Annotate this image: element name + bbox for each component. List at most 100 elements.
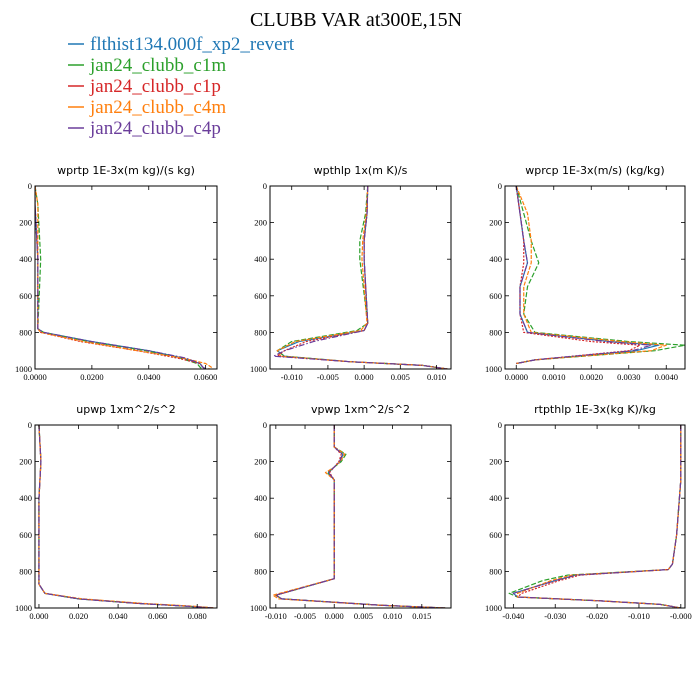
plot-frame	[504, 185, 686, 370]
x-tick-label: 0.0040	[655, 372, 678, 382]
series-line	[275, 425, 446, 608]
series-line	[38, 425, 216, 608]
legend-item: jan24_clubb_c4p	[68, 118, 221, 139]
y-tick-label: 200	[19, 457, 32, 467]
panel-1: wprtp 1E-3x(m kg)/(s kg) 0 200 400 600 800 100…	[15, 164, 218, 382]
series-line	[275, 425, 446, 608]
x-tick-label: 0.000	[355, 372, 374, 382]
series-line	[38, 425, 214, 608]
y-tick-label: 600	[254, 291, 267, 301]
series-group	[515, 186, 685, 365]
series-line	[35, 186, 204, 369]
series-line	[275, 425, 446, 608]
y-tick-label: 200	[489, 457, 502, 467]
series-line	[38, 425, 214, 608]
y-tick-label: 400	[254, 254, 267, 264]
x-tick-label: -0.010	[265, 611, 287, 621]
x-tick-label: -0.020	[586, 611, 608, 621]
plot-frame	[504, 424, 686, 609]
y-tick-label: 400	[489, 493, 502, 503]
x-tick-label: -0.005	[317, 372, 339, 382]
series-line	[512, 425, 682, 608]
legend-label: jan24_clubb_c4p	[89, 118, 221, 139]
plot-frame	[34, 185, 218, 370]
series-line	[35, 186, 206, 369]
x-tick-label: 0.0400	[137, 372, 160, 382]
plot-frame	[269, 424, 452, 609]
series-group	[35, 186, 212, 369]
y-tick-label: 1000	[250, 364, 267, 374]
y-tick-label: 800	[254, 327, 267, 337]
series-group	[38, 425, 216, 608]
legend-label: jan24_clubb_c4m	[89, 97, 226, 118]
x-tick-label: -0.040	[502, 611, 524, 621]
x-tick-label: 0.005	[354, 611, 373, 621]
y-tick-label: 800	[489, 566, 502, 576]
x-tick-label: 0.0000	[505, 372, 528, 382]
y-tick-label: 200	[254, 457, 267, 467]
y-tick-label: 1000	[250, 603, 267, 613]
legend-label: flthist134.000f_xp2_revert	[90, 34, 295, 55]
series-line	[508, 425, 682, 608]
x-tick-label: 0.015	[412, 611, 431, 621]
legend-item: jan24_clubb_c1p	[68, 76, 221, 97]
y-tick-label: 600	[489, 530, 502, 540]
y-tick-label: 0	[263, 181, 267, 191]
x-tick-label: 0.010	[427, 372, 446, 382]
y-tick-label: 600	[19, 530, 32, 540]
x-tick-label: 0.0000	[23, 372, 46, 382]
x-tick-label: 0.080	[188, 611, 207, 621]
y-tick-label: 400	[254, 493, 267, 503]
y-tick-label: 1000	[485, 364, 502, 374]
legend: flthist134.000f_xp2_revertjan24_clubb_c1…	[68, 34, 295, 139]
y-tick-label: 200	[489, 218, 502, 228]
series-line	[38, 425, 214, 608]
x-tick-label: 0.000	[325, 611, 344, 621]
series-line	[276, 186, 448, 369]
y-tick-label: 600	[254, 530, 267, 540]
y-tick-label: 800	[254, 566, 267, 576]
y-tick-label: 0	[498, 181, 502, 191]
series-group	[508, 425, 682, 608]
series-line	[515, 186, 660, 365]
y-tick-label: 0	[28, 420, 32, 430]
y-tick-label: 1000	[15, 603, 32, 613]
y-tick-label: 600	[19, 291, 32, 301]
series-line	[515, 186, 652, 365]
x-tick-label: -0.005	[294, 611, 316, 621]
x-tick-label: 0.020	[69, 611, 88, 621]
series-line	[35, 186, 206, 369]
panel-6: rtpthlp 1E-3x(kg K)/kg02004006008001000-…	[485, 403, 692, 621]
series-line	[515, 186, 685, 365]
x-tick-label: 0.0020	[580, 372, 603, 382]
y-tick-label: 600	[489, 291, 502, 301]
series-line	[273, 186, 448, 369]
x-tick-label: 0.005	[391, 372, 410, 382]
y-tick-label: 1000	[15, 364, 32, 374]
series-line	[516, 425, 682, 608]
x-tick-label: 0.0200	[80, 372, 103, 382]
panel-2: wpthlp 1x(m K)/s 0 200 400 600 800 1000 -0.010 -…	[250, 164, 452, 382]
y-tick-label: 0	[28, 181, 32, 191]
legend-label: jan24_clubb_c1p	[89, 76, 221, 97]
legend-item: jan24_clubb_c1m	[68, 55, 226, 76]
y-tick-label: 800	[19, 566, 32, 576]
series-line	[515, 186, 667, 365]
y-tick-label: 0	[498, 420, 502, 430]
x-tick-label: 0.000	[29, 611, 48, 621]
x-tick-label: -0.010	[628, 611, 650, 621]
legend-item: flthist134.000f_xp2_revert	[68, 34, 295, 55]
x-tick-label: 0.040	[109, 611, 128, 621]
panel-title: wpthlp 1x(m K)/s	[314, 164, 408, 177]
y-tick-label: 1000	[485, 603, 502, 613]
x-tick-label: 0.0600	[194, 372, 217, 382]
series-line	[35, 186, 206, 369]
x-tick-label: -0.030	[544, 611, 566, 621]
y-tick-label: 0	[263, 420, 267, 430]
panel-title: wprcp 1E-3x(m/s) (kg/kg)	[525, 164, 664, 177]
series-group	[272, 425, 446, 608]
plot-frame	[34, 424, 218, 609]
legend-item: jan24_clubb_c4m	[68, 97, 226, 118]
